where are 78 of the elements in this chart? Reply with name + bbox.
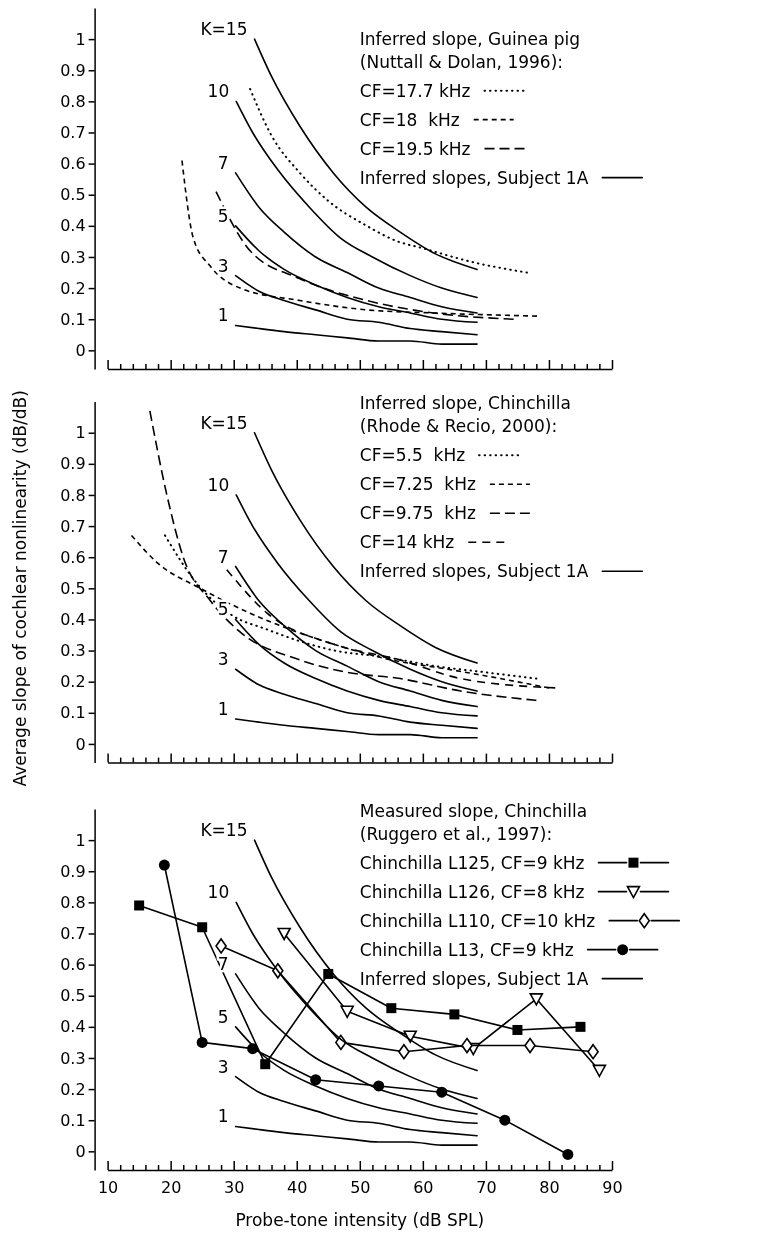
x-tick-label: 50	[350, 1178, 371, 1198]
x-axis-title: Probe-tone intensity (dB SPL)	[235, 1210, 485, 1230]
y-tick-label: 0.1	[60, 1110, 86, 1130]
x-tick-label: 80	[539, 1178, 560, 1198]
y-tick-label: 0.5	[60, 986, 86, 1006]
legend-title: Measured slope, Chinchilla (Ruggero et al., 1997):	[359, 800, 588, 844]
y-tick-label: 0.7	[60, 924, 86, 944]
legend-label: CF=7.25 kHz	[359, 474, 476, 495]
y-tick-label: 0.3	[60, 1048, 86, 1068]
legend-label: Chinchilla L126, CF=8 kHz	[359, 881, 585, 902]
legend-label: Inferred slopes, Subject 1A	[359, 968, 589, 989]
legend-label: CF=18 kHz	[359, 109, 460, 130]
legend-label: CF=9.75 kHz	[359, 503, 476, 524]
annotation: 5	[217, 1006, 229, 1027]
y-tick-label: 0.4	[60, 216, 86, 236]
annotation: 1	[217, 1106, 229, 1127]
legend-title: Inferred slope, Guinea pig (Nuttall & Dolan, 1996):	[359, 28, 581, 72]
legend-title: Inferred slope, Chinchilla (Rhode & Recio, 2000):	[359, 393, 571, 437]
y-tick-label: 0.2	[60, 278, 86, 298]
x-tick-label: 10	[97, 1178, 119, 1198]
x-tick-label: 20	[160, 1178, 182, 1198]
y-tick-label: 0.1	[60, 309, 86, 329]
legend-label: CF=5.5 kHz	[359, 445, 466, 466]
legend-label: Chinchilla L125, CF=9 kHz	[359, 852, 585, 873]
x-tick-label: 60	[413, 1178, 434, 1198]
y-tick-label: 0.9	[60, 454, 86, 474]
legend-label: CF=17.7 kHz	[359, 80, 471, 101]
y-tick-label: 0.4	[60, 610, 86, 630]
legend-label: CF=19.5 kHz	[359, 138, 471, 159]
legend-label: Chinchilla L110, CF=10 kHz	[359, 910, 596, 931]
annotation: 5	[217, 205, 229, 226]
y-tick-label: 1	[75, 423, 86, 443]
y-tick-label: 0	[75, 340, 86, 360]
y-tick-label: 0.2	[60, 1079, 86, 1099]
x-tick-label: 40	[287, 1178, 308, 1198]
annotation: K=15	[200, 820, 248, 841]
y-tick-label: 0.8	[60, 892, 86, 912]
annotation: 7	[217, 152, 229, 173]
annotation: 3	[217, 1056, 229, 1077]
annotation: 3	[217, 255, 229, 276]
y-tick-label: 1	[75, 830, 86, 850]
annotation: 10	[207, 81, 230, 102]
y-tick-label: 0.7	[60, 123, 86, 143]
y-tick-label: 0.2	[60, 672, 86, 692]
y-tick-label: 0.3	[60, 247, 86, 267]
y-axis-title: Average slope of cochlear nonlinearity (dB/dB)	[10, 390, 30, 787]
y-tick-label: 1	[75, 29, 86, 49]
annotation: 1	[217, 305, 229, 326]
x-tick-label: 90	[602, 1178, 623, 1198]
legend-label: Inferred slopes, Subject 1A	[359, 167, 589, 188]
y-tick-label: 0.9	[60, 60, 86, 80]
annotation: 10	[207, 474, 230, 495]
y-tick-label: 0.5	[60, 578, 86, 598]
legend-label: Chinchilla L13, CF=9 kHz	[359, 939, 574, 960]
y-tick-label: 0	[75, 734, 86, 754]
x-tick-label: 30	[224, 1178, 245, 1198]
y-tick-label: 0.6	[60, 154, 86, 174]
y-tick-label: 0.8	[60, 485, 86, 505]
annotation: 1	[217, 699, 229, 720]
x-tick-label: 70	[476, 1178, 497, 1198]
y-tick-label: 0.5	[60, 185, 86, 205]
y-tick-label: 0	[75, 1141, 86, 1161]
annotation: 3	[217, 649, 229, 670]
y-tick-label: 0.8	[60, 91, 86, 111]
annotation: 7	[217, 546, 229, 567]
legend-label: Inferred slopes, Subject 1A	[359, 561, 589, 582]
legend-label: CF=14 kHz	[359, 532, 455, 553]
annotation: K=15	[200, 412, 248, 433]
y-tick-label: 0.9	[60, 861, 86, 881]
y-tick-label: 0.6	[60, 955, 86, 975]
annotation: K=15	[200, 19, 248, 40]
y-tick-label: 0.7	[60, 516, 86, 536]
y-tick-label: 0.1	[60, 703, 86, 723]
y-tick-label: 0.4	[60, 1017, 86, 1037]
annotation: 10	[207, 882, 230, 903]
y-tick-label: 0.6	[60, 547, 86, 567]
y-tick-label: 0.3	[60, 641, 86, 661]
annotation: 7	[217, 953, 229, 974]
